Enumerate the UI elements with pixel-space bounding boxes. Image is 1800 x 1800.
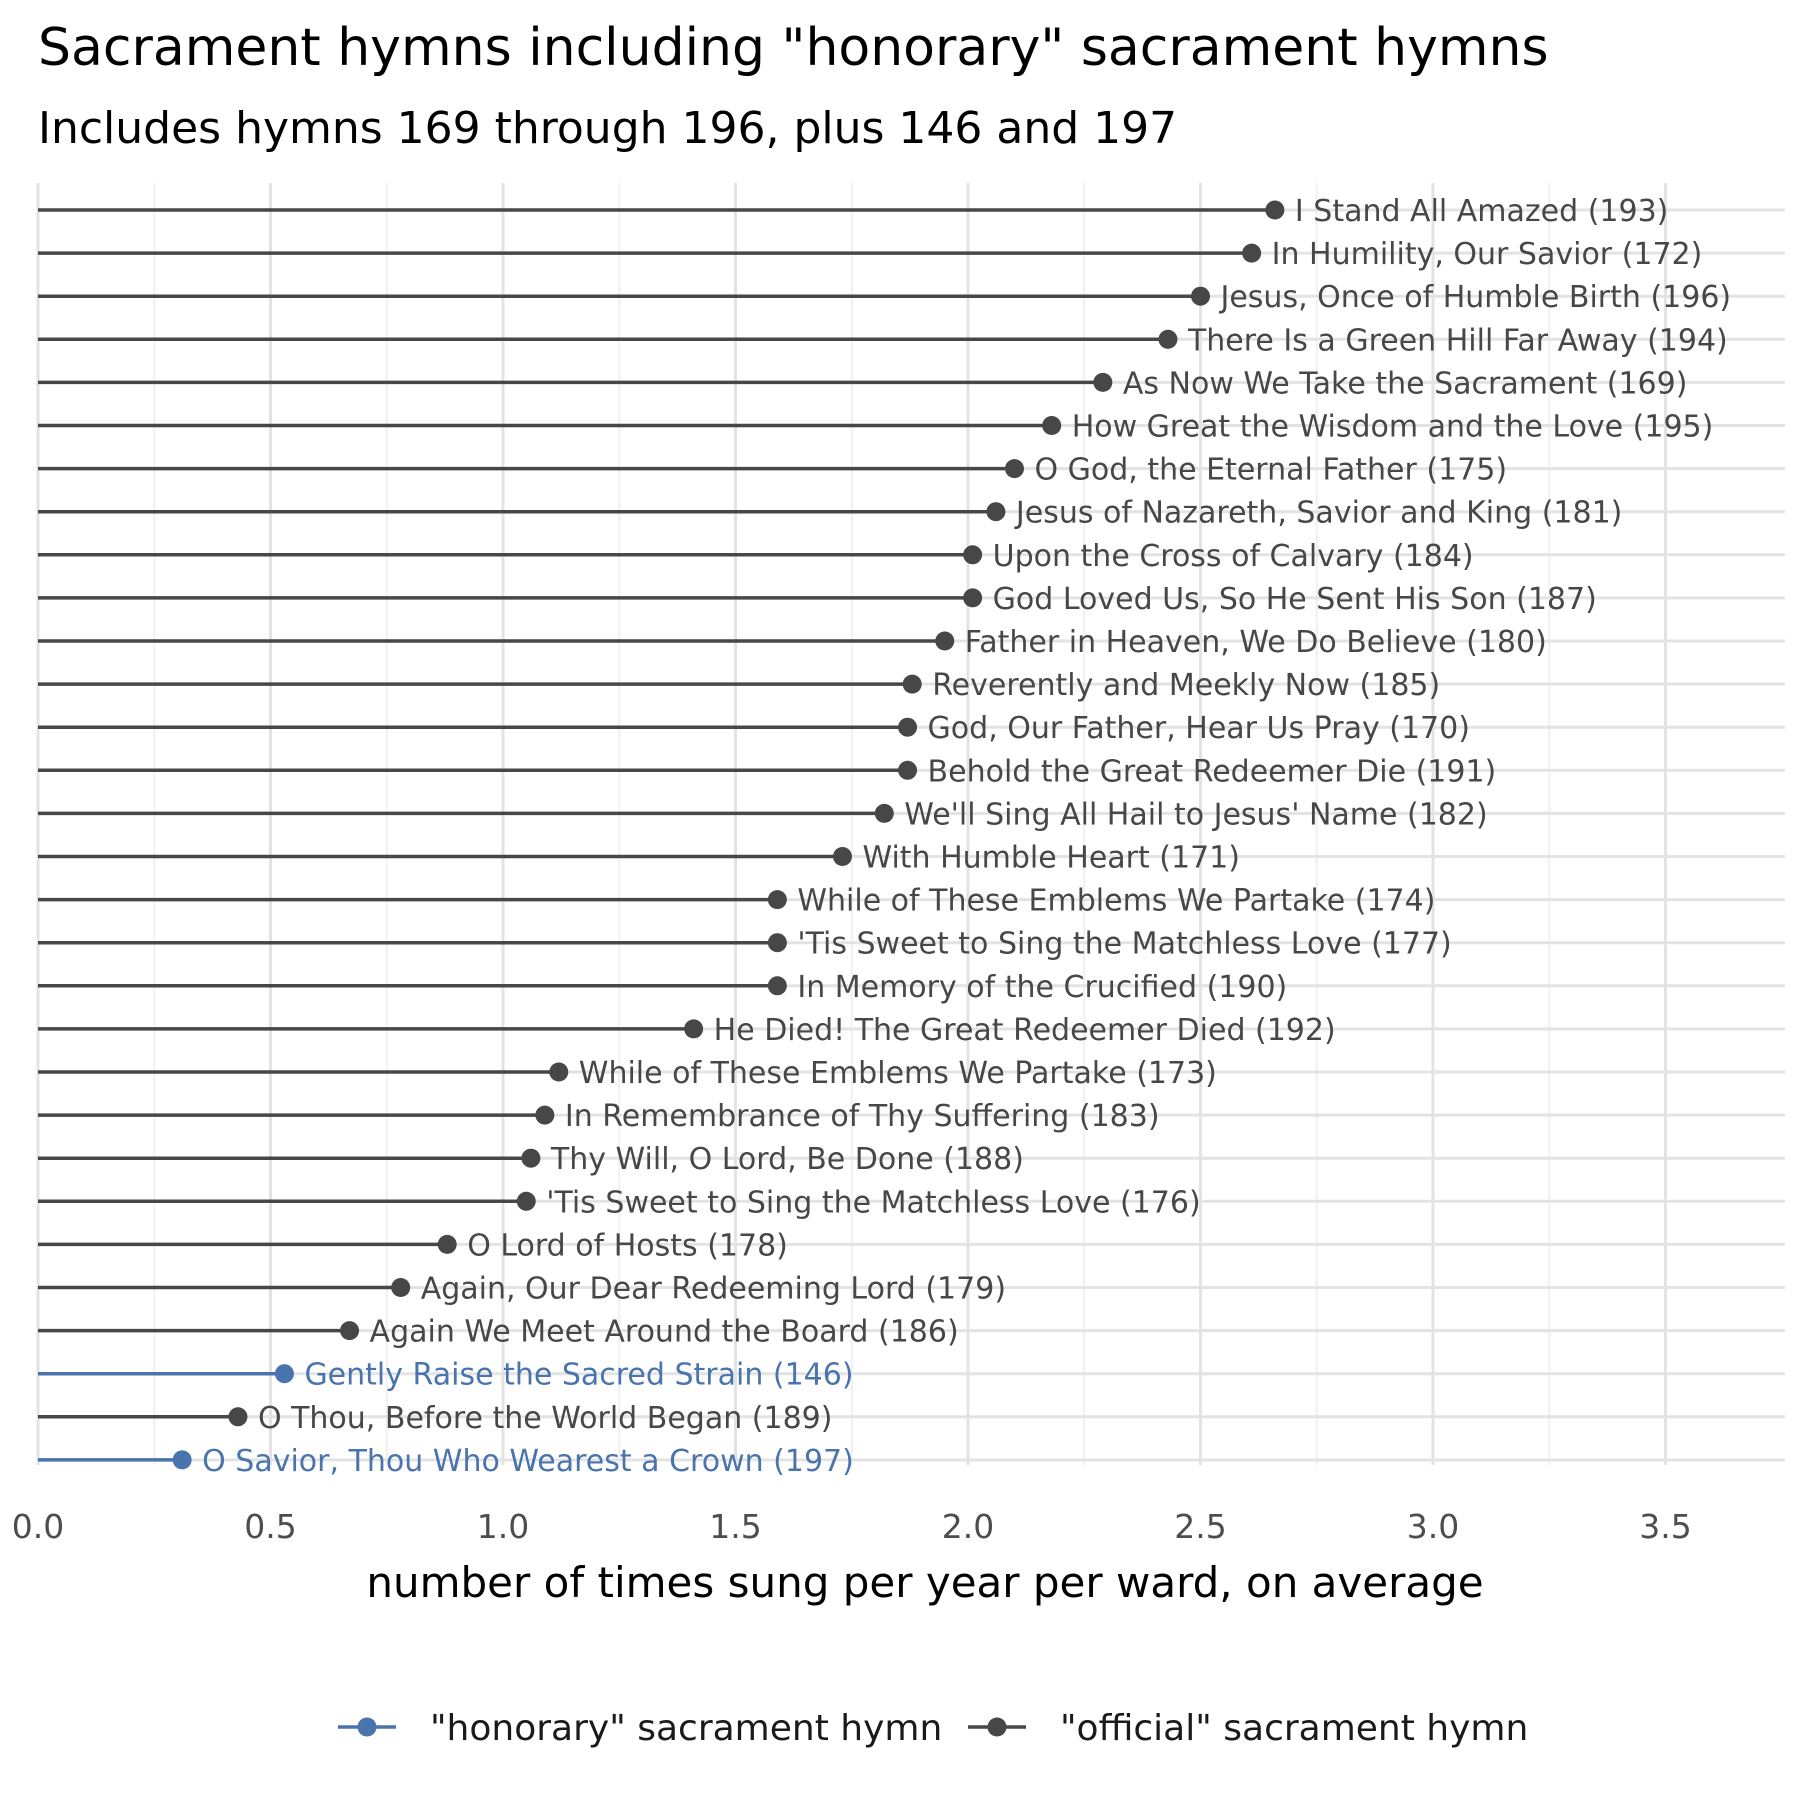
lollipop-point — [521, 1148, 541, 1168]
point-label: In Memory of the Crucified (190) — [797, 970, 1287, 1005]
point-label: O Thou, Before the World Began (189) — [258, 1401, 833, 1436]
x-tick-label: 2.5 — [1174, 1507, 1226, 1546]
point-label: Jesus, Once of Humble Birth (196) — [1219, 280, 1732, 315]
lollipop-point — [437, 1234, 457, 1254]
lollipop-point — [274, 1364, 294, 1384]
lollipop-point — [684, 1019, 704, 1039]
lollipop-point — [1042, 416, 1062, 435]
x-axis-label: number of times sung per year per ward, … — [366, 1558, 1483, 1607]
x-axis-ticks: 0.0 0.5 1.0 1.5 2.0 2.5 3.0 3.5 — [12, 1507, 1692, 1546]
lollipop-point — [898, 717, 918, 737]
lollipop-point — [874, 803, 894, 823]
lollipop-point — [535, 1105, 555, 1125]
lollipop-point — [963, 545, 983, 565]
lollipop-point — [767, 933, 787, 953]
point-label: With Humble Heart (171) — [862, 841, 1240, 876]
point-label: O Savior, Thou Who Wearest a Crown (197) — [202, 1444, 854, 1479]
point-label: While of These Emblems We Partake (174) — [797, 884, 1435, 919]
point-label: As Now We Take the Sacrament (169) — [1123, 366, 1688, 401]
lollipop-point — [391, 1278, 411, 1297]
legend: "honorary" sacrament hymn "official" sacr… — [338, 1708, 1528, 1749]
lollipop-point — [228, 1407, 248, 1427]
legend-label: "honorary" sacrament hymn — [430, 1708, 942, 1749]
point-label: Behold the Great Redeemer Die (191) — [928, 754, 1497, 789]
chart-subtitle: Includes hymns 169 through 196, plus 146… — [38, 103, 1177, 154]
point-label: Reverently and Meekly Now (185) — [932, 668, 1440, 703]
x-tick-label: 2.0 — [942, 1507, 994, 1546]
lollipop-point — [832, 847, 852, 866]
lollipop-point — [1005, 459, 1024, 479]
lollipop-point — [767, 976, 787, 996]
lollipop-point — [1191, 286, 1210, 306]
lollipop-point — [767, 890, 787, 910]
legend-key-point — [987, 1717, 1007, 1737]
x-tick-label: 3.5 — [1639, 1507, 1691, 1546]
point-label: He Died! The Great Redeemer Died (192) — [714, 1013, 1336, 1048]
lollipop-point — [986, 502, 1006, 522]
point-label: There Is a Green Hill Far Away (194) — [1187, 323, 1728, 358]
point-label: How Great the Wisdom and the Love (195) — [1072, 410, 1714, 445]
legend-key-point — [357, 1717, 377, 1737]
x-tick-label: 0.0 — [12, 1507, 64, 1546]
lollipop-point — [1158, 329, 1178, 349]
lollipop-point — [902, 674, 922, 694]
point-label: While of These Emblems We Partake (173) — [579, 1056, 1217, 1091]
point-label: Jesus of Nazareth, Savior and King (181) — [1014, 496, 1623, 531]
lollipop-point — [1093, 372, 1113, 392]
point-label: In Humility, Our Savior (172) — [1272, 237, 1703, 272]
point-label: God Loved Us, So He Sent His Son (187) — [993, 582, 1597, 617]
point-label: Upon the Cross of Calvary (184) — [993, 539, 1474, 574]
x-tick-label: 1.5 — [709, 1507, 761, 1546]
point-label: Gently Raise the Sacred Strain (146) — [304, 1358, 853, 1393]
chart-title: Sacrament hymns including "honorary" sac… — [38, 18, 1549, 78]
point-label: We'll Sing All Hail to Jesus' Name (182) — [904, 797, 1487, 832]
x-tick-label: 0.5 — [244, 1507, 296, 1546]
lollipop-point — [1265, 200, 1285, 220]
x-tick-label: 3.0 — [1407, 1507, 1459, 1546]
point-label: I Stand All Amazed (193) — [1295, 194, 1668, 229]
point-label: O God, the Eternal Father (175) — [1035, 453, 1508, 488]
point-label: Again, Our Dear Redeeming Lord (179) — [421, 1272, 1006, 1307]
lollipop-point — [516, 1191, 536, 1211]
point-label: God, Our Father, Hear Us Pray (170) — [928, 711, 1470, 746]
lollipop-point — [340, 1321, 360, 1341]
lollipop-point — [963, 588, 983, 608]
data-series: I Stand All Amazed (193) In Humility, Our… — [38, 194, 1731, 1479]
lollipop-point — [935, 631, 955, 651]
point-label: Again We Meet Around the Board (186) — [370, 1315, 959, 1350]
point-label: Father in Heaven, We Do Believe (180) — [965, 625, 1547, 660]
point-label: O Lord of Hosts (178) — [467, 1228, 788, 1263]
lollipop-point — [898, 760, 918, 780]
point-label: Thy Will, O Lord, Be Done (188) — [550, 1142, 1024, 1177]
point-label: 'Tis Sweet to Sing the Matchless Love (1… — [797, 927, 1451, 962]
point-label: In Remembrance of Thy Suffering (183) — [565, 1099, 1160, 1134]
legend-label: "official" sacrament hymn — [1060, 1708, 1528, 1749]
lollipop-point — [172, 1450, 192, 1470]
lollipop-point — [549, 1062, 569, 1082]
x-tick-label: 1.0 — [477, 1507, 529, 1546]
lollipop-point — [1242, 243, 1262, 263]
point-label: 'Tis Sweet to Sing the Matchless Love (1… — [546, 1185, 1200, 1220]
